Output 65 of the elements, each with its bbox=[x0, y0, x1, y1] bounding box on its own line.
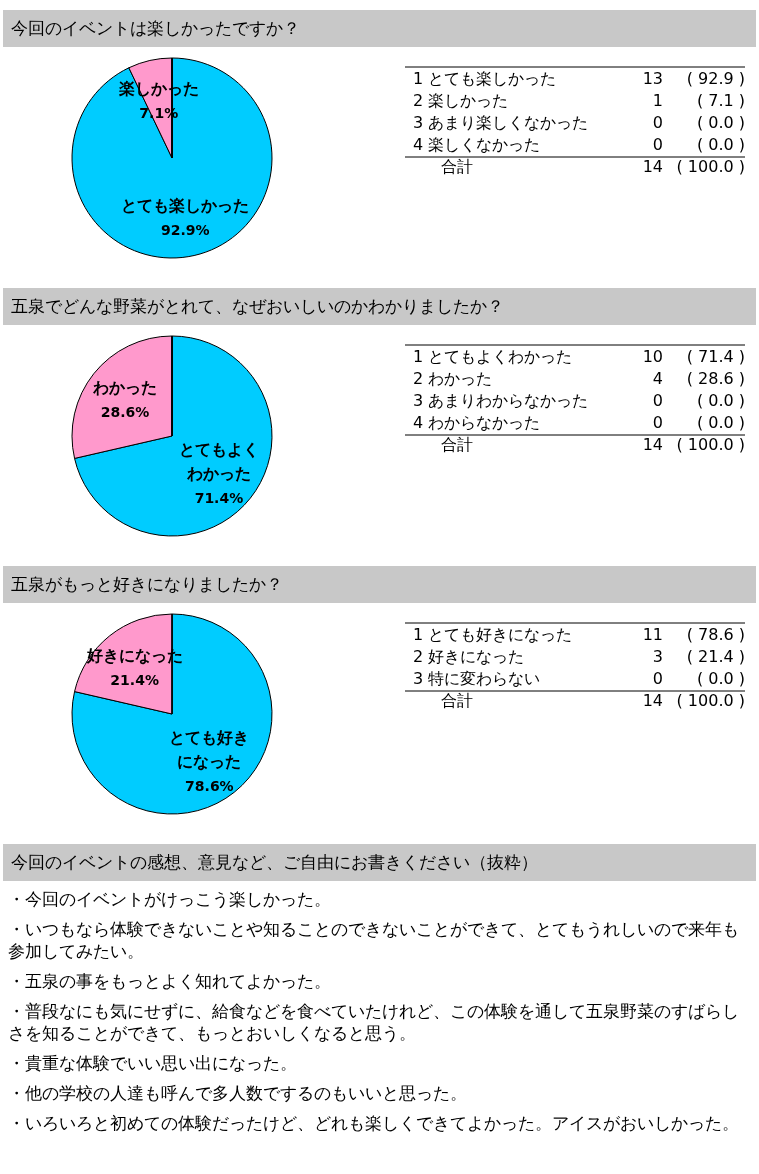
text: ( 100.0 ) bbox=[676, 691, 745, 710]
text: ( 92.9 ) bbox=[686, 69, 745, 88]
text: 14 bbox=[642, 691, 663, 710]
text: 今回のイベントの感想、意見など、ご自由にお書きください（抜粋） bbox=[3, 844, 756, 881]
text: ( 0.0 ) bbox=[696, 113, 745, 132]
text: ・いろいろと初めての体験だったけど、どれも楽しくできてよかった。アイスがおいしかった。 bbox=[8, 1113, 740, 1135]
text: 11 bbox=[642, 625, 663, 644]
text: 2 わかった bbox=[413, 369, 493, 388]
text: ( 0.0 ) bbox=[696, 413, 745, 432]
text: 1 とても好きになった bbox=[413, 625, 573, 644]
text: ・五泉の事をもっとよく知れてよかった。 bbox=[8, 971, 332, 993]
text: ( 71.4 ) bbox=[686, 347, 745, 366]
chart-title: 五泉でどんな野菜がとれて、なぜおいしいのかわかりましたか？ bbox=[3, 288, 756, 325]
data-label: 28.6% bbox=[100, 403, 150, 420]
text: 0 bbox=[652, 135, 663, 154]
text: ( 0.0 ) bbox=[696, 135, 745, 154]
text: 3 特に変わらない bbox=[413, 669, 541, 688]
text: 1 とても楽しかった bbox=[413, 69, 557, 88]
pie-slice bbox=[74, 335, 273, 537]
text: ( 100.0 ) bbox=[676, 435, 745, 454]
text: 0 bbox=[652, 391, 663, 410]
text: 10 bbox=[642, 347, 663, 366]
slice-label: とても好きになった bbox=[169, 727, 250, 771]
text: ・いつもなら体験できないことや知ることのできないことができて、とてもうれしいので来年も参加してみたい。 bbox=[8, 919, 740, 963]
text: 14 bbox=[642, 435, 663, 454]
text: ( 21.4 ) bbox=[686, 647, 745, 666]
text: ・他の学校の人達も呼んで多人数でするのもいいと思った。 bbox=[8, 1083, 468, 1105]
text: ( 100.0 ) bbox=[676, 157, 745, 176]
text: 3 あまり楽しくなかった bbox=[413, 113, 589, 132]
chart-title: 今回のイベントは楽しかったですか？ bbox=[3, 10, 756, 47]
text: 合計 bbox=[441, 435, 473, 454]
text: ( 0.0 ) bbox=[696, 391, 745, 410]
pie-slice bbox=[71, 613, 273, 815]
text: 14 bbox=[642, 157, 663, 176]
slice-label: わかった bbox=[92, 377, 158, 397]
text: ・普段なにも気にせずに、給食などを食べていたけれど、この体験を通して五泉野菜のすばらしさを知ることができて、もっとおいしくなると思う。 bbox=[8, 1001, 740, 1045]
text: 4 わからなかった bbox=[413, 413, 541, 432]
pie-slice bbox=[71, 57, 273, 259]
text: 0 bbox=[652, 413, 663, 432]
text: 13 bbox=[642, 69, 663, 88]
chart-title: 五泉がもっと好きになりましたか？ bbox=[3, 566, 756, 603]
text: ・今回のイベントがけっこう楽しかった。 bbox=[8, 889, 332, 911]
text: 1 bbox=[652, 91, 663, 110]
text: 合計 bbox=[441, 691, 473, 710]
text: 2 楽しかった bbox=[413, 91, 509, 110]
text: 合計 bbox=[441, 157, 473, 176]
text: ( 0.0 ) bbox=[696, 669, 745, 688]
text: ( 78.6 ) bbox=[686, 625, 745, 644]
text: ( 7.1 ) bbox=[696, 91, 745, 110]
text: 4 楽しくなかった bbox=[413, 135, 541, 154]
text: 4 bbox=[652, 369, 663, 388]
text: 2 好きになった bbox=[413, 647, 525, 666]
data-label: 71.4% bbox=[194, 490, 244, 507]
data-label: 92.9% bbox=[160, 221, 210, 238]
text: 3 bbox=[652, 647, 663, 666]
text: 0 bbox=[652, 113, 663, 132]
data-label: 21.4% bbox=[110, 672, 159, 689]
text: ・貴重な体験でいい思い出になった。 bbox=[8, 1053, 298, 1075]
slice-label: とてもよく わかった bbox=[178, 440, 259, 484]
text: 1 とてもよくわかった bbox=[413, 347, 573, 366]
text: 0 bbox=[652, 669, 663, 688]
slice-label: とても楽しかった bbox=[121, 195, 250, 215]
text: ( 28.6 ) bbox=[686, 369, 745, 388]
data-label: 78.6% bbox=[185, 777, 234, 794]
text: 3 あまりわからなかった bbox=[413, 391, 589, 410]
